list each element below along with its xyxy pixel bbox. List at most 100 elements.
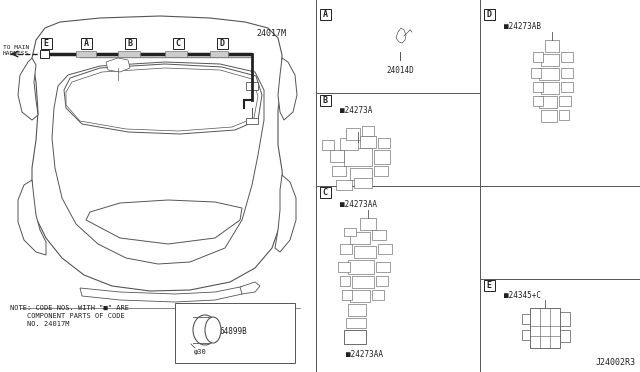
Bar <box>344 330 366 344</box>
Bar <box>483 9 495 19</box>
Bar <box>336 180 352 190</box>
Polygon shape <box>275 175 296 252</box>
Polygon shape <box>86 200 242 244</box>
Bar <box>378 244 392 254</box>
Text: ■24273AB: ■24273AB <box>504 22 541 31</box>
Polygon shape <box>52 62 264 264</box>
Polygon shape <box>66 68 258 131</box>
Bar <box>539 96 557 108</box>
Bar <box>378 138 390 148</box>
Bar <box>545 40 559 52</box>
Text: 24017M: 24017M <box>256 29 286 38</box>
Bar <box>350 290 370 302</box>
Text: D: D <box>220 38 225 48</box>
Text: ■24273AA: ■24273AA <box>340 199 377 208</box>
Bar <box>533 52 543 62</box>
Bar <box>560 330 570 342</box>
Bar <box>374 150 390 164</box>
Bar <box>322 140 334 150</box>
Bar <box>352 276 374 288</box>
Bar <box>342 290 352 300</box>
Bar <box>346 318 366 328</box>
Text: E: E <box>486 280 492 289</box>
Bar <box>561 82 573 92</box>
Text: B: B <box>127 38 132 48</box>
Bar <box>246 118 258 124</box>
Text: NOTE: CODE NOS. WITH "■" ARE: NOTE: CODE NOS. WITH "■" ARE <box>10 305 129 311</box>
Ellipse shape <box>205 317 221 343</box>
Text: TO MAIN: TO MAIN <box>3 45 29 49</box>
Bar <box>522 330 530 340</box>
Bar <box>376 276 388 286</box>
Text: HARNESS: HARNESS <box>3 51 29 55</box>
Bar <box>330 150 344 162</box>
Bar <box>362 126 374 136</box>
Text: J24002R3: J24002R3 <box>596 358 636 367</box>
Bar <box>319 94 330 106</box>
Bar <box>531 68 541 78</box>
Bar <box>40 50 49 58</box>
Polygon shape <box>240 282 260 294</box>
Text: D: D <box>486 10 492 19</box>
Text: C: C <box>323 187 328 196</box>
Bar <box>533 96 543 106</box>
Bar <box>483 279 495 291</box>
Text: COMPONENT PARTS OF CODE: COMPONENT PARTS OF CODE <box>10 313 125 319</box>
Bar <box>360 218 376 230</box>
Bar <box>40 38 51 48</box>
Text: φ30: φ30 <box>194 349 207 355</box>
Bar <box>561 68 573 78</box>
Polygon shape <box>80 286 245 302</box>
Text: A: A <box>323 10 328 19</box>
Bar <box>541 82 559 94</box>
Ellipse shape <box>193 315 217 345</box>
Bar <box>541 110 557 122</box>
Bar <box>372 290 384 300</box>
Bar <box>338 262 350 272</box>
Bar <box>541 54 559 66</box>
Bar <box>165 51 187 57</box>
Bar <box>354 178 372 188</box>
Bar <box>360 136 376 148</box>
Bar <box>530 308 560 348</box>
Text: ■24345+C: ■24345+C <box>504 292 541 301</box>
Bar <box>344 228 356 236</box>
Bar <box>533 82 543 92</box>
Bar <box>216 38 227 48</box>
Bar <box>340 138 358 150</box>
Bar <box>561 52 573 62</box>
Bar <box>125 38 136 48</box>
Polygon shape <box>32 16 284 291</box>
Bar <box>376 262 390 272</box>
Bar <box>348 304 366 316</box>
Bar <box>522 314 530 324</box>
Bar <box>559 96 571 106</box>
Bar <box>210 51 228 57</box>
Bar <box>350 168 372 180</box>
Bar <box>319 9 330 19</box>
Bar <box>350 232 370 244</box>
Bar <box>319 186 330 198</box>
Bar <box>346 128 360 140</box>
Bar <box>348 260 374 274</box>
Bar <box>175 303 295 363</box>
Bar <box>173 38 184 48</box>
Text: B: B <box>323 96 328 105</box>
Text: 24014D: 24014D <box>386 66 414 75</box>
Polygon shape <box>396 28 406 43</box>
Bar <box>559 110 569 120</box>
Text: ■24273AA: ■24273AA <box>346 350 383 359</box>
Bar <box>374 166 388 176</box>
Bar <box>539 68 559 80</box>
Bar <box>560 312 570 326</box>
Text: 64899B: 64899B <box>219 327 247 337</box>
Polygon shape <box>18 180 46 255</box>
Polygon shape <box>18 58 38 120</box>
Text: C: C <box>175 38 180 48</box>
Bar <box>340 244 352 254</box>
Bar <box>344 148 372 166</box>
Polygon shape <box>278 58 297 120</box>
Polygon shape <box>64 64 262 134</box>
Bar <box>246 82 258 90</box>
Bar <box>332 166 346 176</box>
